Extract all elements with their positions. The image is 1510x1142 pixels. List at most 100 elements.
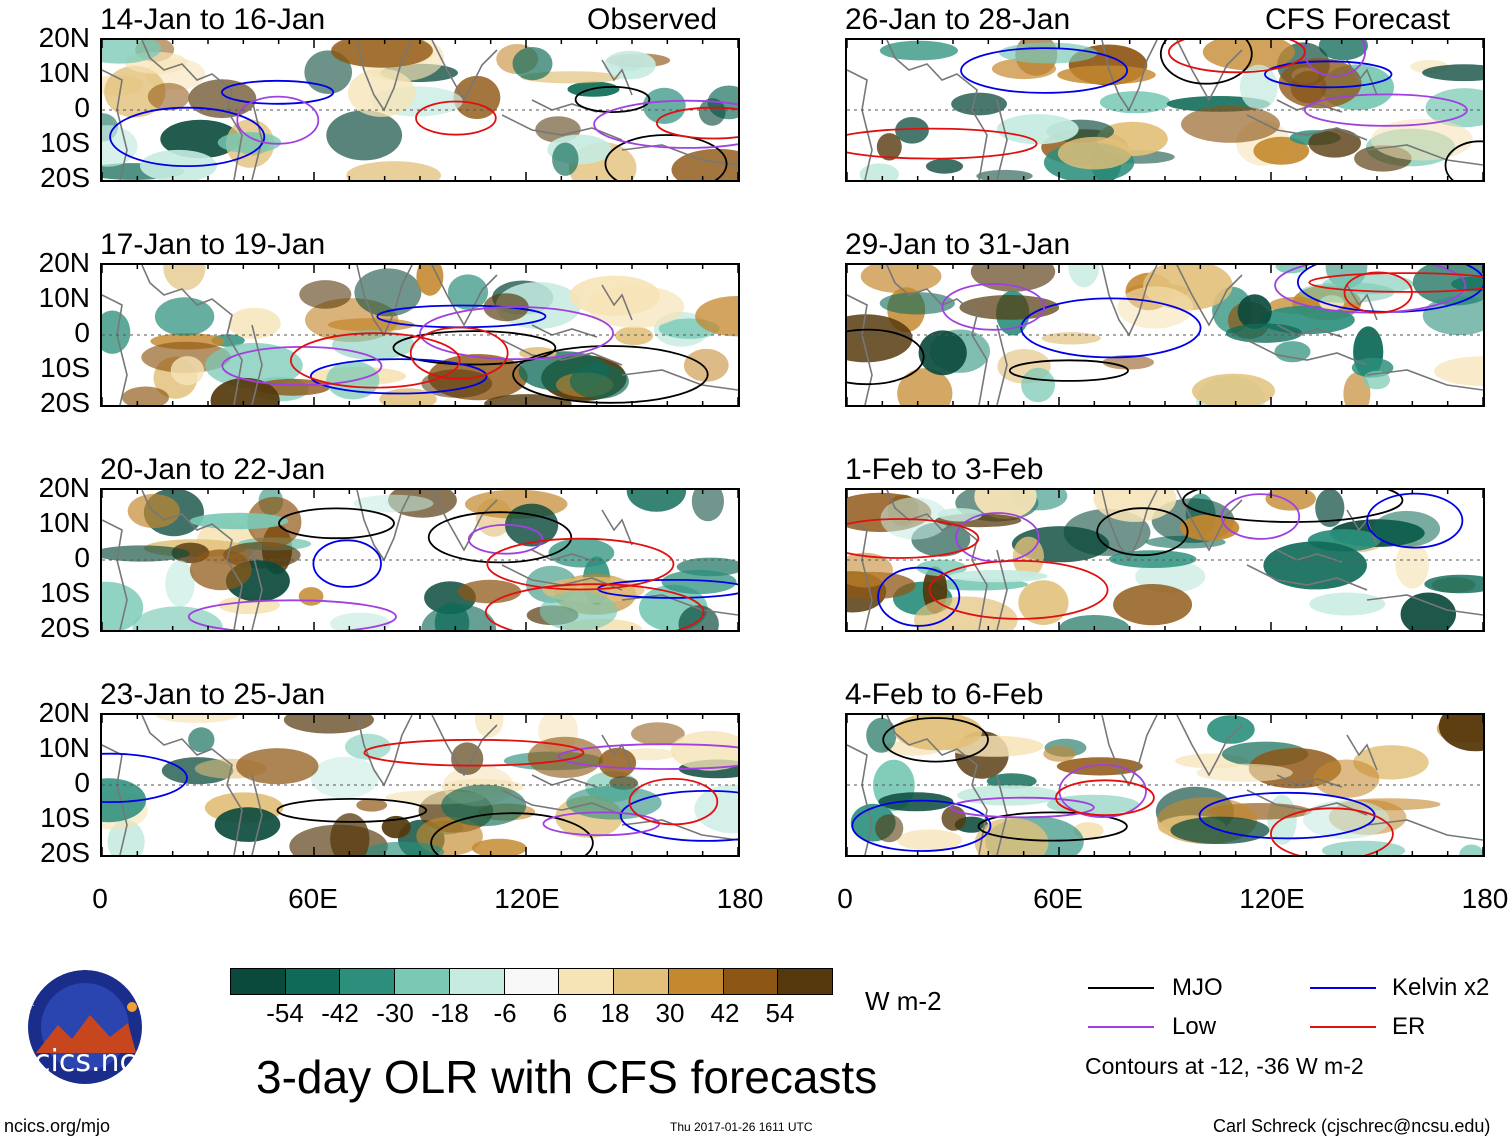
olr-anomaly-blob — [999, 42, 1098, 64]
coastline — [1176, 40, 1243, 102]
olr-anomaly-blob — [1373, 510, 1441, 547]
wave-contour — [1054, 779, 1155, 816]
cics-logo: Cooperative Institute for Climate and Sa… — [8, 958, 160, 1085]
lat-label-20s: 20S — [40, 162, 90, 193]
wave-contour — [847, 328, 925, 386]
olr-anomaly-blob — [228, 307, 281, 339]
wave-contour — [847, 518, 980, 559]
olr-anomaly-blob — [505, 503, 559, 547]
olr-anomaly-blob — [1438, 715, 1483, 752]
olr-anomaly-blob — [102, 125, 138, 167]
olr-anomaly-blob — [1321, 840, 1406, 855]
wave-contour — [1264, 60, 1393, 89]
olr-anomaly-blob — [381, 815, 411, 839]
olr-anomaly-blob — [1422, 296, 1483, 336]
observed-label: Observed — [587, 3, 718, 36]
lat-label-eq: 0 — [74, 317, 90, 348]
wave-contour — [289, 332, 461, 389]
olr-anomaly-blob — [122, 386, 169, 405]
olr-anomaly-blob — [925, 158, 964, 174]
olr-anomaly-blob — [875, 814, 904, 843]
colorbar-tick: 54 — [765, 998, 795, 1028]
colorbar-units: W m-2 — [865, 986, 942, 1016]
legend-mjo-label: MJO — [1172, 974, 1223, 1001]
colorbar-tick: 18 — [600, 998, 630, 1028]
coastline — [141, 715, 243, 855]
olr-anomaly-blob — [896, 829, 963, 851]
legend-er-label: ER — [1392, 1013, 1426, 1040]
wave-contour — [1308, 272, 1483, 293]
wave-contour — [628, 777, 719, 826]
map-graphic — [847, 40, 1483, 180]
map-panel-7 — [845, 488, 1485, 632]
colorbar-swatch — [614, 969, 669, 994]
panel-title-3: 20-Jan to 22-Jan — [100, 453, 326, 486]
olr-anomaly-blob — [210, 377, 280, 405]
olr-anomaly-blob — [626, 490, 687, 512]
olr-anomaly-blob — [326, 110, 403, 161]
wave-contour — [574, 86, 651, 114]
coastline — [431, 265, 498, 327]
coastline — [531, 324, 598, 338]
colorbar-tick: -54 — [266, 998, 304, 1028]
coastline — [501, 339, 623, 366]
wave-contour — [409, 326, 509, 380]
olr-anomaly-blob — [1274, 341, 1311, 363]
lat-label-10n: 10N — [38, 507, 90, 538]
legend-low-line — [1088, 1026, 1154, 1028]
lat-label-10n: 10N — [38, 282, 90, 313]
olr-anomaly-blob — [1043, 745, 1076, 762]
lon-label-180: 180 — [1461, 883, 1509, 914]
coastline — [996, 99, 1008, 180]
olr-anomaly-blob — [691, 490, 724, 522]
coastline — [621, 144, 738, 166]
olr-anomaly-blob — [895, 117, 929, 144]
olr-anomaly-blob — [527, 736, 603, 779]
olr-anomaly-blob — [1102, 355, 1154, 370]
olr-anomaly-blob — [569, 275, 661, 316]
olr-anomaly-blob — [1225, 323, 1303, 343]
coastline — [1176, 265, 1243, 327]
olr-anomaly-blob — [918, 330, 967, 376]
olr-anomaly-blob — [1459, 844, 1483, 855]
coastline — [531, 549, 598, 563]
wave-contour — [221, 79, 335, 105]
lat-label-10s: 10S — [40, 127, 90, 158]
coastline — [1366, 594, 1483, 616]
olr-anomaly-blob — [512, 47, 553, 81]
wave-contour — [484, 583, 705, 630]
olr-anomaly-blob — [847, 552, 893, 588]
wave-contour — [1020, 297, 1202, 359]
olr-anomaly-blob — [441, 784, 527, 827]
map-graphic — [847, 490, 1483, 630]
coastline — [886, 265, 988, 405]
wave-contour — [430, 812, 594, 855]
olr-anomaly-blob — [866, 717, 897, 753]
olr-anomaly-blob — [916, 559, 967, 577]
olr-anomaly-blob — [347, 68, 416, 117]
colorbar-swatch — [668, 969, 724, 994]
coastline — [621, 369, 738, 391]
lat-label-10s: 10S — [40, 802, 90, 833]
lat-label-10n: 10N — [38, 732, 90, 763]
colorbar-swatch — [723, 969, 779, 994]
olr-anomaly-blob — [283, 715, 374, 734]
olr-anomaly-blob — [698, 98, 726, 126]
wave-contour — [467, 524, 544, 555]
olr-anomaly-blob — [695, 296, 738, 337]
legend-mjo-line — [1088, 987, 1154, 989]
olr-anomaly-blob — [1237, 294, 1272, 329]
wave-contour — [1343, 271, 1413, 314]
olr-anomaly-blob — [878, 792, 954, 812]
lat-label-20n: 20N — [38, 697, 90, 728]
lat-label-10s: 10S — [40, 577, 90, 608]
coastline — [601, 509, 633, 546]
olr-anomaly-blob — [299, 280, 352, 309]
lat-label-10n: 10N — [38, 57, 90, 88]
wave-contour — [187, 599, 397, 630]
colorbar-tick: -30 — [376, 998, 414, 1028]
olr-anomaly-blob — [1303, 800, 1390, 839]
coastline — [1276, 324, 1343, 338]
olr-anomaly-blob — [1099, 91, 1171, 114]
lat-label-10s: 10S — [40, 352, 90, 383]
